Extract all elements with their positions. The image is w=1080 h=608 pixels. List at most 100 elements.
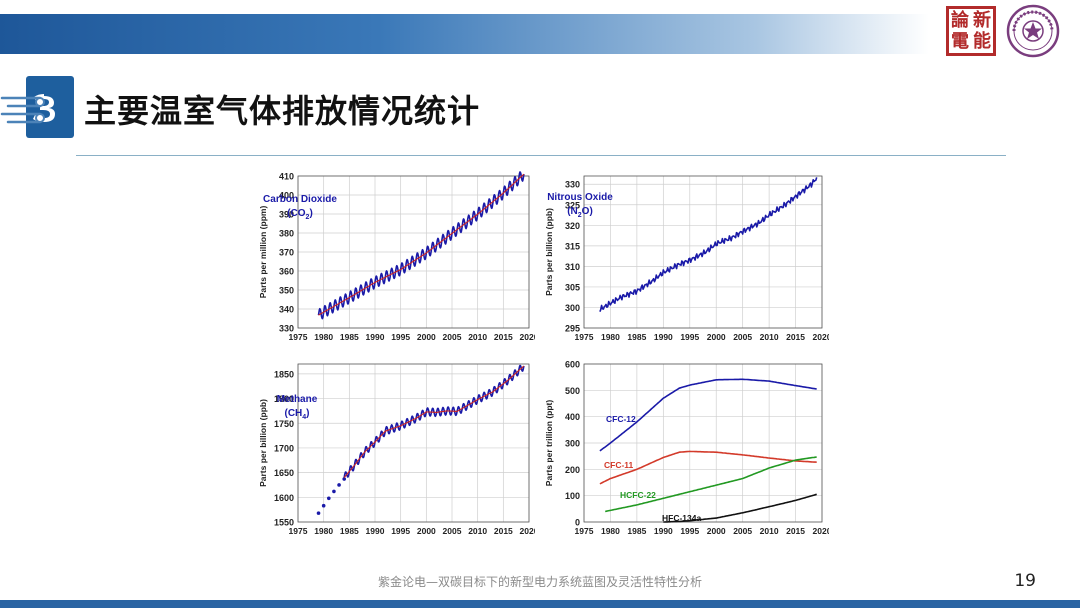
chart-title: Nitrous Oxide xyxy=(547,192,613,203)
plot-frame xyxy=(297,175,530,329)
seal-logo: 論新電能 xyxy=(946,6,996,56)
footer-text: 紫金论电—双碳目标下的新型电力系统蓝图及灵活性特性分析 xyxy=(377,575,702,589)
formula-suffix: O) xyxy=(582,206,593,217)
y-axis-label: Parts per trillion (ppt) xyxy=(544,400,554,487)
header-band xyxy=(0,14,1080,54)
x-tick-label: 1985 xyxy=(627,526,646,536)
seal-char: 論 xyxy=(951,10,969,31)
seal-char: 新 xyxy=(973,10,991,31)
x-tick-label: 1975 xyxy=(575,526,594,536)
x-tick-label: 2015 xyxy=(786,332,805,342)
y-tick-label: 600 xyxy=(565,360,580,370)
formula-prefix: (CO xyxy=(287,208,306,219)
x-tick-label: 2000 xyxy=(417,332,436,342)
series-line xyxy=(599,450,817,485)
y-tick-label: 1800 xyxy=(274,394,294,404)
y-tick-label: 360 xyxy=(279,267,294,277)
x-tick-label: 2005 xyxy=(443,526,462,536)
y-axis-label: Parts per million (ppm) xyxy=(258,206,268,299)
y-tick-label: 325 xyxy=(565,200,580,210)
title-divider xyxy=(76,155,1006,156)
series-line xyxy=(599,378,817,452)
chart-formula: (CH4) xyxy=(284,408,309,421)
x-tick-label: 1995 xyxy=(680,332,699,342)
y-tick-label: 1850 xyxy=(274,369,294,379)
chart-title: Methane xyxy=(277,394,318,405)
university-emblem-icon xyxy=(1006,4,1060,58)
x-tick-label: 2005 xyxy=(443,332,462,342)
formula-subscript: 4 xyxy=(302,414,306,421)
x-tick-label: 2010 xyxy=(760,526,779,536)
series-label: CFC-12 xyxy=(606,414,636,424)
formula-prefix: (N xyxy=(567,206,578,217)
section-icon xyxy=(0,76,74,138)
x-tick-label: 1975 xyxy=(289,332,308,342)
x-tick-label: 1975 xyxy=(289,526,308,536)
page-number: 19 xyxy=(1014,571,1036,591)
y-tick-label: 390 xyxy=(279,210,294,220)
y-tick-label: 330 xyxy=(565,180,580,190)
x-tick-label: 2000 xyxy=(417,526,436,536)
y-tick-label: 100 xyxy=(565,491,580,501)
x-tick-label: 2010 xyxy=(468,332,487,342)
data-point xyxy=(342,477,346,481)
y-tick-label: 0 xyxy=(575,518,580,528)
y-tick-label: 330 xyxy=(279,324,294,334)
plot-frame xyxy=(583,175,823,329)
x-tick-label: 1980 xyxy=(601,332,620,342)
y-tick-label: 400 xyxy=(279,191,294,201)
x-tick-label: 1980 xyxy=(314,332,333,342)
x-tick-label: 1985 xyxy=(340,526,359,536)
series-line xyxy=(318,173,525,316)
formula-suffix: ) xyxy=(309,208,312,219)
data-point xyxy=(332,489,336,494)
y-tick-label: 1600 xyxy=(274,493,294,503)
header-logos: 論新電能 xyxy=(946,4,1062,58)
series-label: CFC-11 xyxy=(604,460,634,470)
y-axis-label: Parts per billion (ppb) xyxy=(544,208,554,296)
x-tick-label: 2000 xyxy=(707,526,726,536)
y-tick-label: 1750 xyxy=(274,419,294,429)
x-tick-label: 1995 xyxy=(680,526,699,536)
x-tick-label: 1985 xyxy=(340,332,359,342)
x-tick-label: 1990 xyxy=(366,526,385,536)
x-tick-label: 1975 xyxy=(575,332,594,342)
x-tick-label: 2015 xyxy=(494,332,513,342)
y-tick-label: 400 xyxy=(565,412,580,422)
y-tick-label: 305 xyxy=(565,282,580,292)
x-tick-label: 2000 xyxy=(707,332,726,342)
y-tick-label: 350 xyxy=(279,286,294,296)
seal-char: 能 xyxy=(973,31,991,52)
series-label: HFC-134a xyxy=(662,513,701,523)
y-tick-label: 1650 xyxy=(274,468,294,478)
data-point xyxy=(321,503,326,508)
x-tick-label: 2015 xyxy=(494,526,513,536)
x-tick-label: 1990 xyxy=(366,332,385,342)
y-tick-label: 200 xyxy=(565,465,580,475)
x-tick-label: 1995 xyxy=(391,332,410,342)
data-point xyxy=(316,511,321,515)
plot-frame xyxy=(583,363,823,523)
chart-co2: 330 340 350 360 370 380 390 400 410 1975 1980 1985 1… xyxy=(258,171,535,342)
y-tick-label: 300 xyxy=(565,303,580,313)
page-title: 主要温室气体排放情况统计 xyxy=(84,92,481,130)
series-line xyxy=(599,177,818,312)
x-tick-label: 1990 xyxy=(654,526,673,536)
chart-halocarbons: 0 100 200 300 400 500 600 1975 1980 1985 1990 1995 2… xyxy=(544,360,829,537)
x-tick-label: 2020 xyxy=(813,332,829,342)
x-tick-label: 2020 xyxy=(520,526,535,536)
series-line xyxy=(343,365,525,478)
series-label: HCFC-22 xyxy=(620,490,656,500)
data-point xyxy=(337,483,341,487)
y-tick-label: 340 xyxy=(279,305,294,315)
y-tick-label: 310 xyxy=(565,262,580,272)
data-point xyxy=(327,496,331,501)
x-tick-label: 1985 xyxy=(627,332,646,342)
x-tick-label: 2005 xyxy=(733,332,752,342)
y-tick-label: 295 xyxy=(565,324,580,334)
footer-band xyxy=(0,600,1080,608)
y-tick-label: 300 xyxy=(565,439,580,449)
chart-title: Carbon Dioxide xyxy=(263,194,337,205)
x-tick-label: 1980 xyxy=(314,526,333,536)
y-tick-label: 370 xyxy=(279,248,294,258)
